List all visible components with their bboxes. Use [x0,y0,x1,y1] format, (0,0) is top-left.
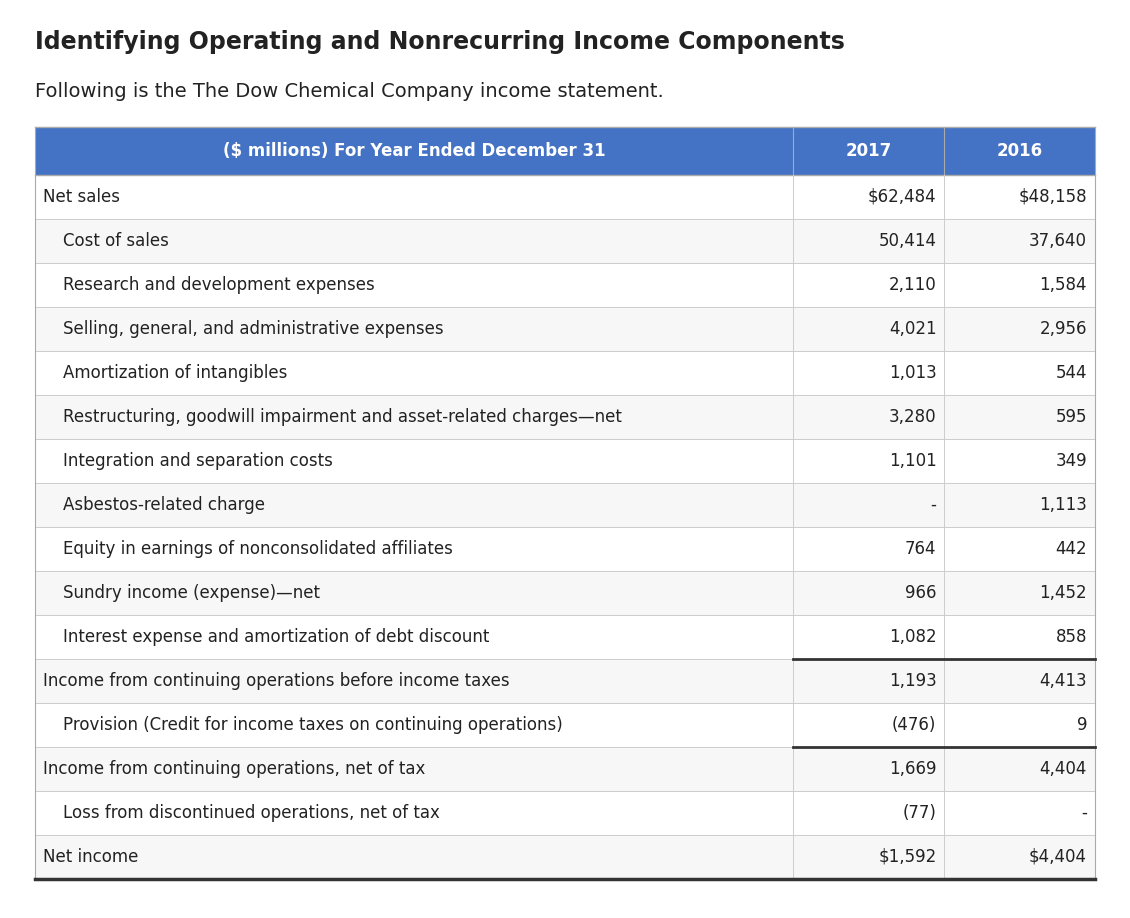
Text: 858: 858 [1055,628,1087,646]
Text: $48,158: $48,158 [1018,188,1087,206]
Text: Identifying Operating and Nonrecurring Income Components: Identifying Operating and Nonrecurring I… [35,30,845,54]
Text: 4,413: 4,413 [1040,672,1087,690]
Text: 1,584: 1,584 [1040,276,1087,294]
Text: 2,956: 2,956 [1040,320,1087,338]
Bar [35,791,1095,835]
Bar [35,747,1095,791]
Text: 1,669: 1,669 [889,760,937,778]
Text: Research and development expenses: Research and development expenses [63,276,375,294]
Text: 349: 349 [1055,452,1087,470]
Bar [35,527,1095,571]
Text: Restructuring, goodwill impairment and asset-related charges—net: Restructuring, goodwill impairment and a… [63,408,622,426]
Bar [35,351,1095,395]
Text: 595: 595 [1055,408,1087,426]
Text: 37,640: 37,640 [1029,232,1087,250]
Text: $1,592: $1,592 [878,848,937,866]
Bar [35,175,1095,219]
Text: Provision (Credit for income taxes on continuing operations): Provision (Credit for income taxes on co… [63,716,563,734]
Text: 1,113: 1,113 [1040,496,1087,514]
Text: Asbestos-related charge: Asbestos-related charge [63,496,266,514]
Bar [35,127,1095,175]
Text: Interest expense and amortization of debt discount: Interest expense and amortization of deb… [63,628,489,646]
Text: 4,404: 4,404 [1040,760,1087,778]
Text: 2017: 2017 [845,142,892,160]
Text: (77): (77) [903,804,937,822]
Bar [35,615,1095,659]
Bar [35,263,1095,307]
Text: Selling, general, and administrative expenses: Selling, general, and administrative exp… [63,320,444,338]
Text: Following is the The Dow Chemical Company income statement.: Following is the The Dow Chemical Compan… [35,82,663,101]
Text: 442: 442 [1055,540,1087,558]
Text: Net sales: Net sales [43,188,120,206]
Text: 1,013: 1,013 [888,364,937,382]
Text: Equity in earnings of nonconsolidated affiliates: Equity in earnings of nonconsolidated af… [63,540,453,558]
Text: Cost of sales: Cost of sales [63,232,168,250]
Text: 1,101: 1,101 [888,452,937,470]
Bar [35,659,1095,703]
Text: 9: 9 [1077,716,1087,734]
Bar [35,307,1095,351]
Text: -: - [931,496,937,514]
Text: Sundry income (expense)—net: Sundry income (expense)—net [63,584,320,602]
Text: 2,110: 2,110 [888,276,937,294]
Text: Amortization of intangibles: Amortization of intangibles [63,364,287,382]
Text: (476): (476) [892,716,937,734]
Bar [35,571,1095,615]
Text: Income from continuing operations, net of tax: Income from continuing operations, net o… [43,760,425,778]
Text: ($ millions) For Year Ended December 31: ($ millions) For Year Ended December 31 [223,142,606,160]
Text: 1,452: 1,452 [1040,584,1087,602]
Text: Integration and separation costs: Integration and separation costs [63,452,333,470]
Text: 1,193: 1,193 [888,672,937,690]
Text: 764: 764 [905,540,937,558]
Text: -: - [1081,804,1087,822]
Bar [35,483,1095,527]
Text: 3,280: 3,280 [889,408,937,426]
Text: $4,404: $4,404 [1029,848,1087,866]
Text: 4,021: 4,021 [889,320,937,338]
Bar [35,439,1095,483]
Bar [35,835,1095,879]
Text: 544: 544 [1055,364,1087,382]
Bar [35,703,1095,747]
Text: Income from continuing operations before income taxes: Income from continuing operations before… [43,672,510,690]
Text: 2016: 2016 [997,142,1043,160]
Bar [35,395,1095,439]
Text: Loss from discontinued operations, net of tax: Loss from discontinued operations, net o… [63,804,440,822]
Text: Net income: Net income [43,848,138,866]
Text: 1,082: 1,082 [889,628,937,646]
Text: 50,414: 50,414 [878,232,937,250]
Text: $62,484: $62,484 [868,188,937,206]
Bar [35,219,1095,263]
Text: 966: 966 [905,584,937,602]
